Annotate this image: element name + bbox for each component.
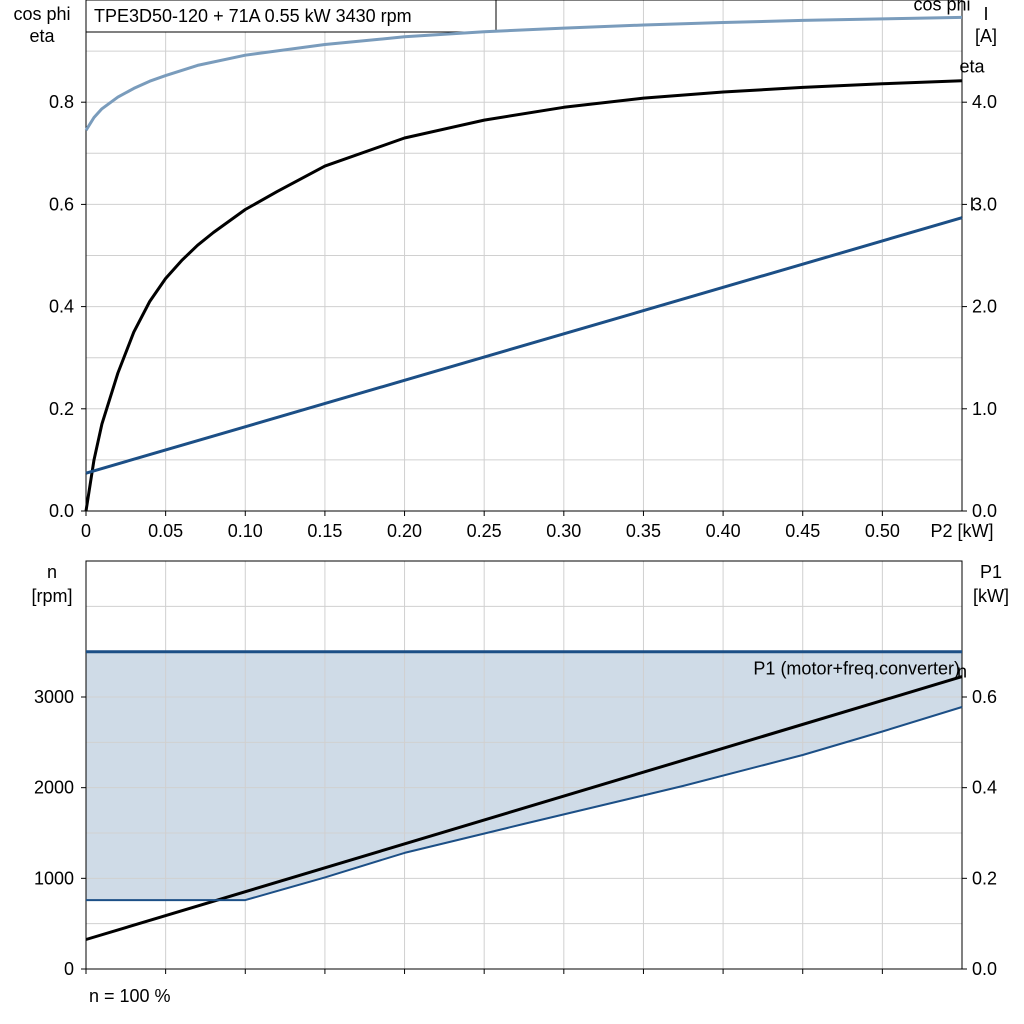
upper-plot-frame — [85, 0, 963, 512]
upper-x-tick-label: 0.15 — [307, 521, 342, 541]
upper-right-axis-title: I — [983, 4, 988, 24]
upper-left-tick-label: 0.2 — [49, 399, 74, 419]
lower-right-axis-title: [kW] — [973, 586, 1009, 606]
upper-x-tick-label: 0.35 — [626, 521, 661, 541]
upper-left-tick-label: 0.4 — [49, 297, 74, 317]
chart-title-box — [85, 0, 497, 33]
upper-x-tick-label: 0.50 — [865, 521, 900, 541]
series-label-cos-phi: cos phi — [913, 0, 970, 14]
lower-left-tick-label: 3000 — [34, 687, 74, 707]
upper-x-tick-label: 0.05 — [148, 521, 183, 541]
upper-right-tick-label: 3.0 — [972, 194, 997, 214]
lower-right-axis-title: P1 — [980, 562, 1002, 582]
lower-left-tick-label: 1000 — [34, 868, 74, 888]
upper-x-tick-label: 0.10 — [228, 521, 263, 541]
series-line-cos-phi — [84, 15, 963, 132]
lower-left-tick-label: 0 — [64, 959, 74, 979]
upper-x-axis-title: P2 [kW] — [930, 521, 993, 541]
upper-x-tick-label: 0 — [81, 521, 91, 541]
upper-left-axis-title: eta — [29, 26, 55, 46]
upper-x-tick-label: 0.30 — [546, 521, 581, 541]
operating-range-band — [86, 651, 962, 901]
chart-title: TPE3D50-120 + 71A 0.55 kW 3430 rpm — [94, 6, 412, 26]
upper-x-tick-label: 0.20 — [387, 521, 422, 541]
series-line-eta — [84, 79, 963, 512]
series-line-i — [85, 216, 963, 475]
series-label-eta: eta — [959, 57, 985, 77]
upper-right-tick-label: 0.0 — [972, 501, 997, 521]
min-speed-boundary-line — [86, 706, 963, 902]
lower-right-tick-label: 0.0 — [972, 959, 997, 979]
lower-plot-frame — [85, 560, 963, 970]
upper-right-axis-title: [A] — [975, 26, 997, 46]
upper-left-tick-label: 0.8 — [49, 92, 74, 112]
lower-plot: 01000200030000.00.20.40.6n[rpm]P1[kW]nP1… — [31, 560, 1009, 1006]
lower-right-tick-label: 0.6 — [972, 687, 997, 707]
series-label-p1-motor-freq-converter: P1 (motor+freq.converter) — [753, 659, 960, 679]
upper-x-tick-label: 0.40 — [706, 521, 741, 541]
lower-left-axis-title: n — [47, 562, 57, 582]
upper-right-tick-label: 4.0 — [972, 92, 997, 112]
lower-right-tick-label: 0.2 — [972, 868, 997, 888]
upper-left-tick-label: 0.6 — [49, 194, 74, 214]
series-label-i: I — [969, 195, 974, 215]
series-label-n: n — [957, 662, 967, 682]
upper-right-tick-label: 2.0 — [972, 297, 997, 317]
lower-left-axis-title: [rpm] — [31, 586, 72, 606]
lower-left-tick-label: 2000 — [34, 778, 74, 798]
upper-x-tick-label: 0.45 — [785, 521, 820, 541]
upper-left-tick-label: 0.0 — [49, 501, 74, 521]
upper-plot: 0.0 0.2 0.4 0.6 0.8 0.0 1.0 2.0 3.0 4.0 0 0.05 0.10 0… — [13, 0, 997, 541]
lower-right-tick-label: 0.4 — [972, 778, 997, 798]
series-line-p1-motor-freq-converter — [85, 675, 963, 941]
upper-right-tick-label: 1.0 — [972, 399, 997, 419]
upper-x-tick-label: 0.25 — [467, 521, 502, 541]
speed-footnote: n = 100 % — [89, 986, 171, 1006]
upper-left-axis-title: cos phi — [13, 4, 70, 24]
